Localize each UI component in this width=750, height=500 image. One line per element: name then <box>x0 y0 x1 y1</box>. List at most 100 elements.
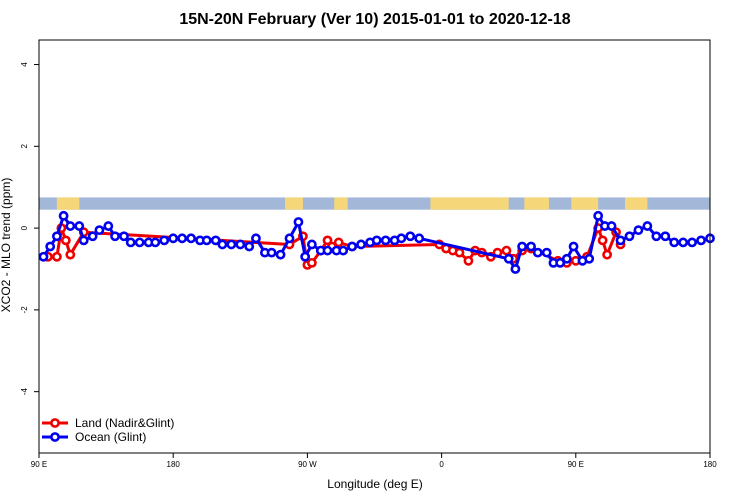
data-point <box>58 210 69 221</box>
data-point <box>371 235 382 246</box>
data-point <box>463 255 474 266</box>
data-point <box>65 249 76 260</box>
data-point <box>60 235 71 246</box>
data-point <box>561 253 572 264</box>
data-point <box>602 249 613 260</box>
data-point <box>526 241 536 252</box>
x-tick-label: 180 <box>167 460 181 469</box>
data-point <box>74 221 85 231</box>
data-point <box>584 253 595 264</box>
data-point <box>541 247 552 258</box>
data-point <box>251 233 261 244</box>
legend-entry: Land (Nadir&Glint) <box>75 416 174 430</box>
legend-swatch-marker <box>50 418 60 428</box>
data-point <box>660 231 671 242</box>
land-ocean-band <box>39 197 710 210</box>
data-point <box>177 233 188 244</box>
land-segment <box>571 197 599 210</box>
chart-title: 15N-20N February (Ver 10) 2015-01-01 to … <box>179 11 570 28</box>
x-tick-label: 180 <box>703 460 717 469</box>
data-point <box>322 245 333 256</box>
land-segment <box>625 197 648 210</box>
data-point <box>150 237 161 248</box>
data-point <box>125 237 136 248</box>
data-point <box>110 231 120 242</box>
y-tick-label: -2 <box>20 306 29 314</box>
data-point <box>615 235 626 246</box>
data-point <box>696 235 706 246</box>
data-point <box>235 239 246 250</box>
data-point <box>168 233 179 244</box>
land-segment <box>334 197 348 210</box>
data-point <box>624 231 635 242</box>
data-point <box>217 239 228 250</box>
data-point <box>414 233 425 244</box>
y-tick-label: 4 <box>20 62 29 67</box>
data-point <box>45 241 56 252</box>
data-point <box>517 241 528 252</box>
data-point <box>186 233 196 244</box>
data-point <box>651 231 662 242</box>
data-point <box>380 235 391 246</box>
land-segment <box>285 197 303 210</box>
data-point <box>306 239 317 250</box>
legend-entry: Ocean (Glint) <box>75 430 146 444</box>
data-point <box>134 237 145 248</box>
series-ocean <box>38 210 715 274</box>
y-tick-label: 0 <box>20 225 29 230</box>
data-point <box>87 231 98 242</box>
data-point <box>642 221 653 231</box>
y-tick-label: 2 <box>20 144 29 149</box>
x-tick-label: 90 W <box>298 460 317 469</box>
x-tick-label: 90 E <box>31 460 47 469</box>
data-point <box>356 239 366 250</box>
ocean-band <box>39 197 710 210</box>
data-point <box>322 235 333 246</box>
data-point <box>226 239 237 250</box>
x-axis-label: Longitude (deg E) <box>327 477 422 491</box>
legend-swatch-marker <box>50 432 60 442</box>
data-point <box>669 237 680 248</box>
y-axis: -4 -2 0 2 4 <box>20 62 39 395</box>
data-point <box>532 247 543 258</box>
data-point <box>201 235 212 246</box>
data-point <box>606 221 617 231</box>
data-point <box>244 241 255 252</box>
land-segment <box>56 197 80 210</box>
data-point <box>51 231 62 242</box>
data-point <box>306 257 317 268</box>
data-point <box>678 237 689 248</box>
data-point <box>284 233 295 244</box>
data-point <box>94 225 105 236</box>
data-point <box>568 241 579 252</box>
data-point <box>501 245 512 256</box>
data-point <box>405 231 416 242</box>
data-point <box>38 251 49 262</box>
data-point <box>266 247 277 258</box>
x-tick-label: 0 <box>439 460 444 469</box>
data-point <box>159 235 170 246</box>
land-segment <box>430 197 509 210</box>
data-point <box>51 251 62 262</box>
x-axis: 90 E 180 90 W 0 90 E 180 <box>31 453 717 469</box>
data-point <box>687 237 698 248</box>
legend: Land (Nadir&Glint)Ocean (Glint) <box>42 416 174 444</box>
data-point <box>338 245 349 256</box>
data-point <box>300 251 311 262</box>
plot-frame <box>38 39 711 454</box>
data-point <box>347 241 358 252</box>
data-point <box>555 257 566 268</box>
data-point <box>293 217 304 227</box>
data-point <box>396 233 407 244</box>
x-tick-label: 90 E <box>568 460 584 469</box>
data-point <box>275 249 286 260</box>
data-point <box>597 235 608 246</box>
data-point <box>210 235 221 246</box>
data-point <box>119 231 129 242</box>
series-layer <box>38 210 715 274</box>
y-tick-label: -4 <box>20 388 29 396</box>
data-point <box>633 225 644 236</box>
data-point <box>503 253 514 264</box>
